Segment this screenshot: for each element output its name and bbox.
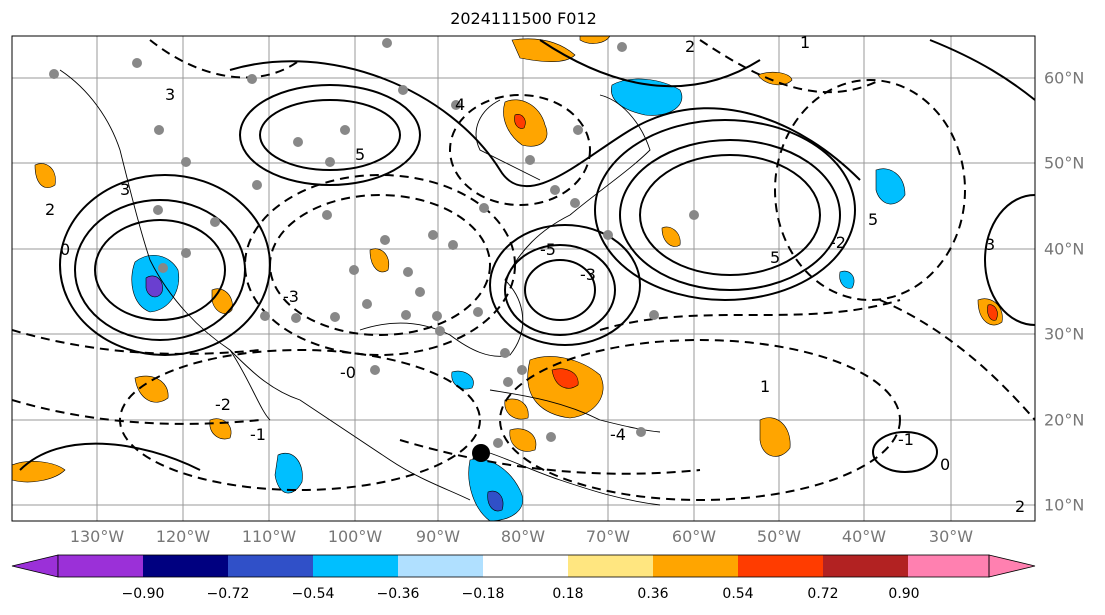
lon-label: 70°W: [585, 527, 631, 546]
contour-label: 1: [800, 33, 810, 52]
colorbar-segment: [483, 555, 568, 577]
orange-patch-carib2: [504, 398, 529, 420]
orange-patch-carib3: [509, 428, 537, 452]
contour-label: -3: [580, 265, 596, 284]
dashed-contours: [12, 39, 1035, 501]
colorbar-segment: [398, 555, 483, 577]
shaded-fields: [12, 36, 1003, 521]
lon-label: 110°W: [241, 527, 297, 546]
lat-label: 30°N: [1044, 324, 1085, 344]
red-patch-carib: [551, 368, 579, 389]
contour-label: -3: [283, 287, 299, 306]
colorbar-tick: 0.54: [722, 586, 754, 602]
lon-label: 50°W: [756, 527, 802, 546]
contour-label: 5: [355, 145, 365, 164]
contour-label: 0: [940, 455, 950, 474]
contour-label: 5: [868, 210, 878, 229]
colorbar-segment: [738, 555, 823, 577]
lon-label: 120°W: [155, 527, 211, 546]
contour-label: 5: [770, 248, 780, 267]
contours: [19, 39, 1035, 473]
lon-label: 130°W: [69, 527, 125, 546]
colorbar: [11, 554, 1036, 578]
contour-label: -2: [215, 395, 231, 414]
colorbar-segment: [58, 555, 143, 577]
orange-patch-ne: [757, 71, 793, 86]
contour-label: -1: [898, 430, 914, 449]
colorbar-segment: [823, 555, 908, 577]
contour-label: -2: [830, 233, 846, 252]
colorbar-tick: −0.72: [206, 586, 250, 602]
colorbar-tick: 0.90: [888, 586, 920, 602]
blue-patch-pacific2: [451, 370, 474, 390]
colorbar-tick: −0.54: [291, 586, 335, 602]
colorbar-segment: [143, 555, 228, 577]
colorbar-segment: [568, 555, 653, 577]
orange-patch-pacific3: [209, 418, 232, 440]
red-patch-east: [987, 304, 998, 321]
colorbar-segment: [313, 555, 398, 577]
red-patch-hudson: [514, 114, 526, 129]
lon-label: 90°W: [415, 527, 461, 546]
contour-label: 3: [165, 85, 175, 104]
contour-label: -0: [340, 363, 356, 382]
contour-label: 2: [685, 37, 695, 56]
darkblue-patch-centam: [487, 490, 504, 512]
lon-label: 100°W: [327, 527, 383, 546]
blue-patch-centam: [468, 458, 523, 521]
contour-label: 1: [760, 377, 770, 396]
blue-patch-midatl: [875, 168, 906, 205]
colorbar-tick: 0.72: [807, 586, 839, 602]
contour-label: 2: [45, 200, 55, 219]
colorbar-tick: −0.90: [121, 586, 165, 602]
contour-label: 3: [985, 235, 995, 254]
lat-label: 60°N: [1044, 68, 1085, 88]
orange-patch-midatl: [661, 226, 681, 247]
colorbar-tick: −0.18: [461, 586, 505, 602]
lon-label: 80°W: [500, 527, 546, 546]
storm-center-marker: [472, 444, 490, 462]
contour-labels: 3 2 0 -0 -2 -1 4 5 -3 1 -1 3 5 2 0 -5 -4…: [45, 33, 1025, 516]
contour-label: 0: [60, 240, 70, 259]
contour-label: -1: [250, 425, 266, 444]
lat-label: 40°N: [1044, 239, 1085, 259]
lon-label: 30°W: [928, 527, 974, 546]
purple-patch-sw: [145, 275, 163, 298]
blue-patch-pacific: [274, 453, 303, 494]
colorbar-segment: [908, 555, 989, 577]
contour-label: 2: [1015, 497, 1025, 516]
contour-label: -4: [610, 425, 626, 444]
lat-label: 50°N: [1044, 153, 1085, 173]
orange-patch-pacific: [134, 375, 169, 403]
lat-label: 10°N: [1044, 495, 1085, 515]
lon-label: 40°W: [841, 527, 887, 546]
blue-patch-atl: [839, 270, 855, 289]
colorbar-segment: [653, 555, 738, 577]
coastlines: [59, 69, 661, 506]
orange-patch-texas: [369, 248, 390, 273]
orange-patch-north: [511, 38, 576, 63]
contour-label: 4: [455, 95, 465, 114]
orange-patch-natl: [759, 417, 791, 457]
map-frame: [11, 35, 1036, 522]
station-dots: [49, 38, 699, 448]
orange-patch-westcoast: [34, 163, 56, 188]
contour-label: 3: [120, 180, 130, 199]
colorbar-tick: 0.18: [552, 586, 584, 602]
colorbar-min-extension: [11, 554, 59, 578]
colorbar-tick: 0.36: [637, 586, 669, 602]
chart-title: 2024111500 F012: [450, 9, 597, 28]
colorbar-max-extension: [988, 554, 1036, 578]
colorbar-segment: [228, 555, 313, 577]
colorbar-tick: −0.36: [376, 586, 420, 602]
contour-label: -5: [540, 240, 556, 259]
lat-label: 20°N: [1044, 410, 1085, 430]
lon-label: 60°W: [671, 527, 717, 546]
